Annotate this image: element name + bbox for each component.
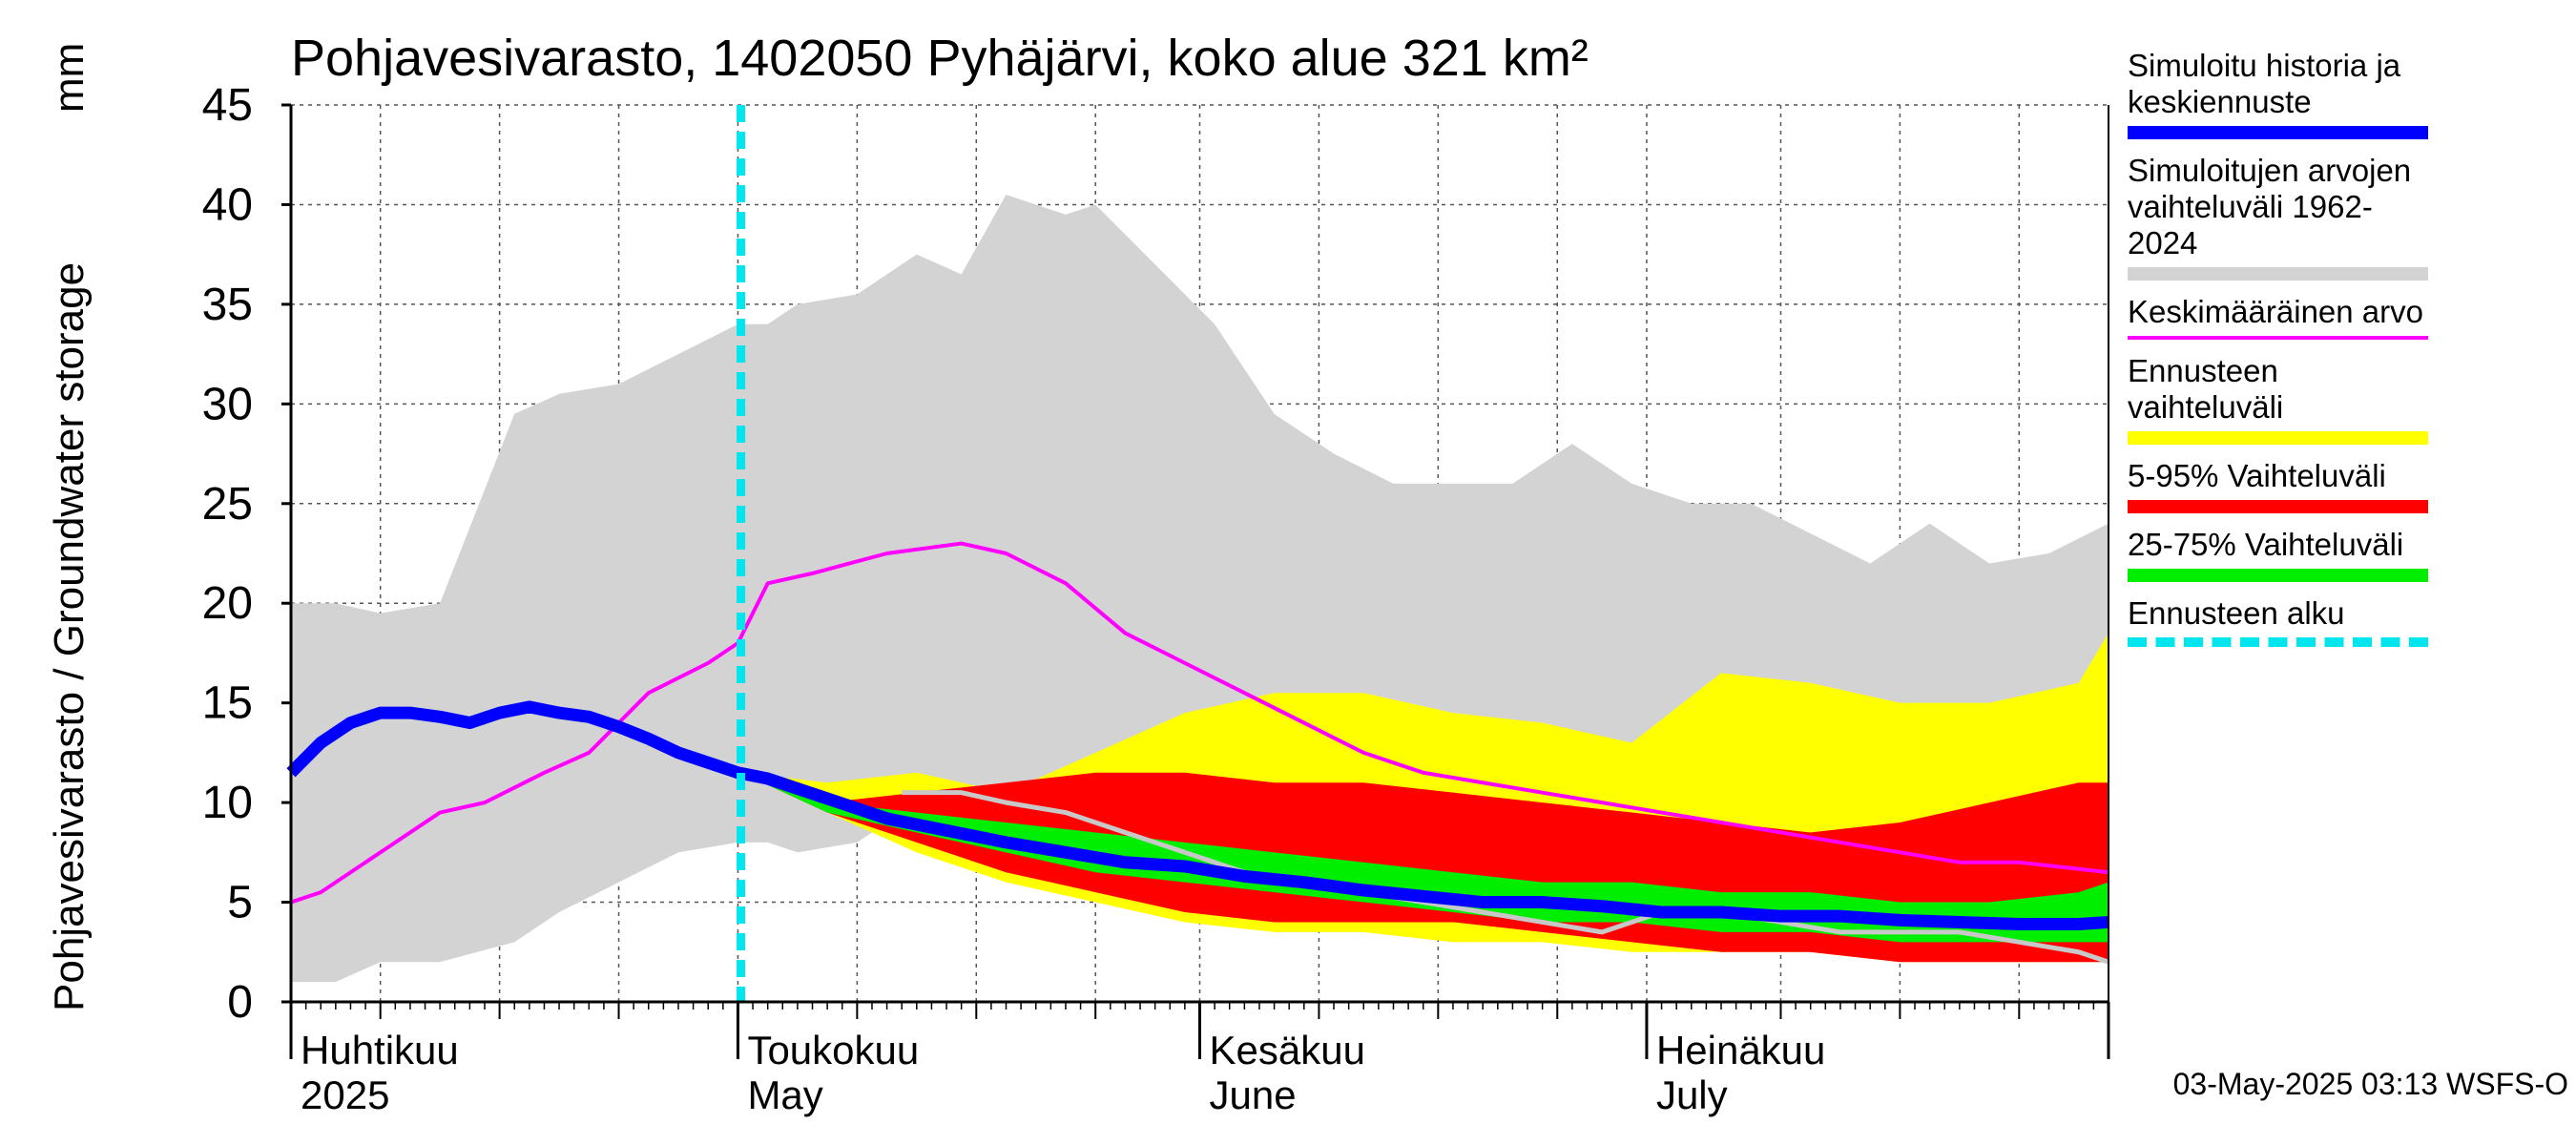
mean-line: [290, 541, 2109, 905]
legend-swatch: [2128, 126, 2428, 139]
x-month-label: Huhtikuu: [301, 1028, 459, 1072]
x-month-label: Heinäkuu: [1656, 1028, 1825, 1072]
x-month-sublabel: May: [747, 1072, 822, 1117]
legend-label: Simuloitujen arvojen vaihteluväli 1962-2…: [2128, 153, 2412, 260]
legend-label: Keskimääräinen arvo: [2128, 294, 2423, 329]
legend-item-forecast-range: Ennusteen vaihteluväli: [2128, 353, 2442, 445]
timestamp-footer: 03-May-2025 03:13 WSFS-O: [2172, 1067, 2568, 1101]
x-month-label: Kesäkuu: [1210, 1028, 1365, 1072]
y-tick-label: 25: [202, 479, 253, 530]
legend-item-p25-75: 25-75% Vaihteluväli: [2128, 527, 2442, 582]
chart-title: Pohjavesivarasto, 1402050 Pyhäjärvi, kok…: [291, 30, 1589, 87]
x-month-label: Toukokuu: [747, 1028, 919, 1072]
y-axis-unit: mm: [46, 42, 93, 113]
legend-label: Ennusteen vaihteluväli: [2128, 353, 2284, 425]
y-tick-label: 45: [202, 80, 253, 131]
legend-item-median: Simuloitu historia ja keskiennuste: [2128, 48, 2442, 139]
legend-swatch: [2128, 336, 2428, 340]
legend-item-p5-95: 5-95% Vaihteluväli: [2128, 458, 2442, 513]
legend-item-forecast-start: Ennusteen alku: [2128, 595, 2442, 647]
legend: Simuloitu historia ja keskiennuste Simul…: [2128, 48, 2442, 660]
legend-label: Ennusteen alku: [2128, 595, 2345, 631]
y-tick-label: 15: [202, 678, 253, 729]
p25-75-band: [740, 772, 2109, 943]
y-tick-label: 30: [202, 379, 253, 429]
y-tick-label: 20: [202, 578, 253, 629]
y-axis-label: Pohjavesivarasto / Groundwater storage: [46, 261, 93, 1011]
axes: 051015202530354045Huhtikuu2025ToukokuuMa…: [202, 80, 2110, 1117]
legend-label: 25-75% Vaihteluväli: [2128, 527, 2404, 562]
legend-swatch: [2128, 267, 2428, 281]
legend-swatch: [2128, 500, 2428, 513]
x-month-sublabel: 2025: [301, 1072, 389, 1117]
legend-item-mean: Keskimääräinen arvo: [2128, 294, 2442, 340]
legend-item-history-range: Simuloitujen arvojen vaihteluväli 1962-2…: [2128, 153, 2442, 281]
y-tick-label: 35: [202, 280, 253, 330]
lines: [286, 105, 2109, 1002]
y-tick-label: 40: [202, 179, 253, 230]
legend-swatch: [2128, 637, 2428, 647]
median-line: [286, 700, 2109, 931]
ensemble-trace-line: [902, 790, 2109, 965]
y-tick-label: 0: [227, 977, 253, 1028]
legend-label: Simuloitu historia ja keskiennuste: [2128, 48, 2401, 119]
y-tick-label: 10: [202, 778, 253, 828]
legend-swatch: [2128, 569, 2428, 582]
x-month-sublabel: June: [1210, 1072, 1297, 1117]
x-month-sublabel: July: [1656, 1072, 1728, 1117]
legend-swatch: [2128, 431, 2428, 445]
y-tick-label: 5: [227, 878, 253, 928]
legend-label: 5-95% Vaihteluväli: [2128, 458, 2386, 493]
